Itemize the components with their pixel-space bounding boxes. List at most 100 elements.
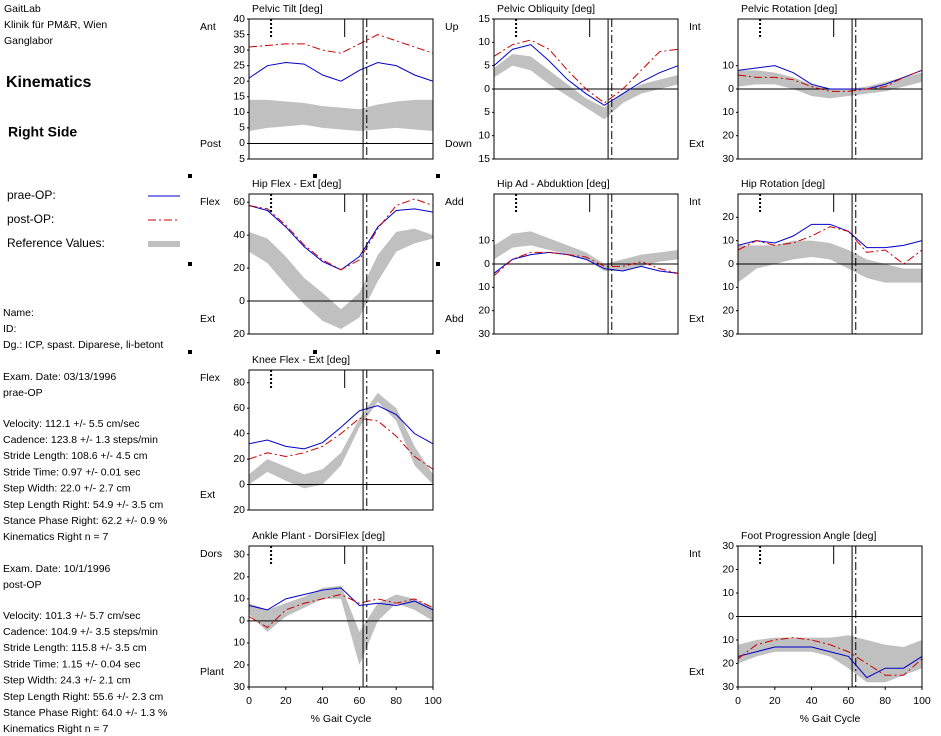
header-line: GaitLab — [4, 3, 41, 15]
y-tick-label: 20 — [233, 328, 245, 340]
plot-frame — [248, 369, 434, 511]
exam-line: Stride Length: 108.6 +/- 4.5 cm — [3, 450, 148, 462]
plot-frame — [248, 545, 434, 688]
series-line — [737, 646, 923, 679]
exam-line: Cadence: 104.9 +/- 3.5 steps/min — [3, 626, 158, 638]
y-tick-label: 15 — [478, 153, 490, 165]
selection-handles — [188, 174, 440, 354]
y-tick-label: 10 — [478, 281, 490, 293]
reference-band — [738, 240, 922, 283]
y-tick-label: 30 — [478, 328, 490, 340]
series-line — [248, 587, 434, 611]
header-line: Ganglabor — [4, 35, 54, 47]
bottom-label: Ext — [200, 313, 215, 325]
y-tick-label: 0 — [728, 610, 734, 622]
y-tick-label: 20 — [233, 453, 245, 465]
chart-title: Foot Progression Angle [deg] — [741, 530, 877, 542]
legend-label: post-OP: — [7, 212, 54, 226]
y-tick-label: 0 — [484, 83, 490, 95]
y-tick-label: 30 — [722, 540, 734, 552]
exam-line: post-OP — [3, 579, 42, 591]
chart-title: Hip Ad - Abduktion [deg] — [497, 178, 610, 190]
y-tick-label: 5 — [484, 59, 490, 71]
y-tick-label: 15 — [478, 13, 490, 25]
reference-band — [249, 392, 433, 489]
series-line — [737, 223, 923, 249]
y-tick-label: 25 — [233, 59, 245, 71]
bottom-label: Plant — [200, 666, 224, 678]
y-tick-label: 10 — [722, 59, 734, 71]
x-tick-label: 100 — [424, 695, 442, 707]
y-tick-label: 30 — [722, 681, 734, 693]
x-tick-label: 40 — [317, 695, 329, 707]
y-tick-label: 10 — [233, 637, 245, 649]
x-tick-label: 100 — [913, 695, 931, 707]
y-tick-label: 20 — [233, 75, 245, 87]
plot-frame — [248, 18, 434, 160]
x-tick-label: 60 — [843, 695, 855, 707]
y-tick-label: 30 — [722, 153, 734, 165]
x-tick-label: 60 — [354, 695, 366, 707]
y-tick-label: 20 — [722, 304, 734, 316]
series-line — [737, 69, 923, 92]
y-tick-label: 0 — [239, 137, 245, 149]
x-axis-label: % Gait Cycle — [800, 713, 861, 725]
top-label: Int — [689, 21, 701, 33]
exam-line: Kinematics Right n = 7 — [3, 723, 109, 735]
plot-frame — [248, 193, 434, 335]
x-axis-label: % Gait Cycle — [311, 713, 372, 725]
chart-title: Knee Flex - Ext [deg] — [252, 354, 350, 366]
y-tick-label: 20 — [233, 571, 245, 583]
y-tick-label: 10 — [478, 36, 490, 48]
top-label: Dors — [200, 548, 222, 560]
y-tick-label: 10 — [233, 106, 245, 118]
bottom-label: Ext — [689, 313, 704, 325]
handle — [436, 174, 440, 178]
y-tick-label: 60 — [233, 196, 245, 208]
bottom-label: Ext — [689, 666, 704, 678]
chart-title: Pelvic Rotation [deg] — [741, 3, 837, 15]
reference-band — [249, 585, 433, 665]
y-tick-label: 10 — [722, 281, 734, 293]
series-line — [737, 226, 923, 265]
y-tick-label: 60 — [233, 402, 245, 414]
chart-title: Pelvic Obliquity [deg] — [497, 3, 595, 15]
exam-line: Cadence: 123.8 +/- 1.3 steps/min — [3, 434, 158, 446]
exam-line: Step Width: 24.3 +/- 2.1 cm — [3, 675, 131, 687]
y-tick-label: 5 — [484, 106, 490, 118]
patient-line: Dg.: ICP, spast. Diparese, li-betont — [3, 339, 163, 351]
chart-title: Ankle Plant - DorsiFlex [deg] — [252, 530, 385, 542]
exam-line: Exam. Date: 03/13/1996 — [3, 371, 116, 383]
y-tick-label: 0 — [728, 258, 734, 270]
y-tick-label: 10 — [722, 634, 734, 646]
y-tick-label: 0 — [239, 295, 245, 307]
exam-line: Step Length Right: 55.6 +/- 2.3 cm — [3, 691, 163, 703]
exam-line: prae-OP — [3, 387, 43, 399]
reference-band — [249, 99, 433, 131]
exam-line: Stride Time: 0.97 +/- 0.01 sec — [3, 466, 140, 478]
series-line — [248, 198, 434, 271]
exam-line: Stride Time: 1.15 +/- 0.04 sec — [3, 658, 140, 670]
patient-line: ID: — [3, 323, 16, 335]
subheading: Right Side — [8, 124, 77, 140]
top-label: Add — [445, 196, 464, 208]
chart-title: Hip Flex - Ext [deg] — [252, 178, 341, 190]
handle — [188, 174, 192, 178]
exam-line: Step Width: 22.0 +/- 2.7 cm — [3, 483, 131, 495]
y-tick-label: 40 — [233, 13, 245, 25]
exam-line: Exam. Date: 10/1/1996 — [3, 563, 111, 575]
y-tick-label: 10 — [722, 234, 734, 246]
x-tick-label: 80 — [390, 695, 402, 707]
y-tick-label: 20 — [722, 211, 734, 223]
y-tick-label: 40 — [233, 427, 245, 439]
series-line — [493, 44, 679, 106]
chart-title: Pelvic Tilt [deg] — [252, 3, 323, 15]
series-line — [248, 62, 434, 82]
y-tick-label: 15 — [233, 91, 245, 103]
exam-line: Step Length Right: 54.9 +/- 3.5 cm — [3, 499, 163, 511]
top-label: Flex — [200, 196, 221, 208]
y-tick-label: 30 — [233, 44, 245, 56]
top-label: Flex — [200, 372, 221, 384]
plot-frame — [737, 545, 923, 688]
patient-line: Name: — [3, 307, 34, 319]
